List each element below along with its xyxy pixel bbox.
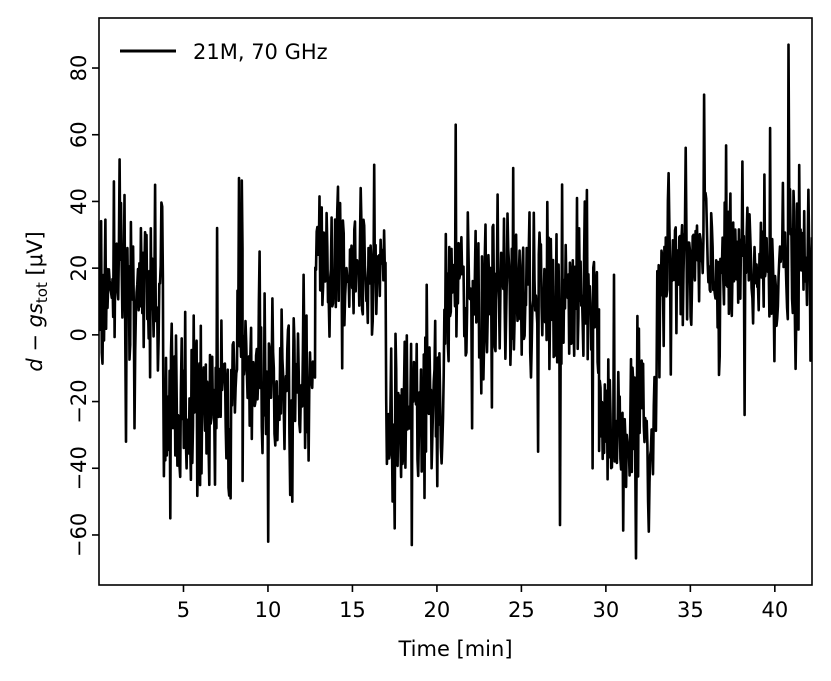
y-tick-label: 40 <box>67 188 91 215</box>
y-tick-label: −40 <box>67 446 91 490</box>
series-line-21m-70ghz <box>99 43 812 560</box>
y-tick-label: −60 <box>67 513 91 557</box>
x-tick-label: 30 <box>593 598 620 622</box>
x-tick-label: 15 <box>339 598 366 622</box>
y-label-d: d <box>23 358 47 372</box>
x-tick-label: 10 <box>255 598 282 622</box>
y-label-subscript: tot <box>33 282 51 303</box>
y-tick-label: 60 <box>67 121 91 148</box>
x-tick-label: 20 <box>424 598 451 622</box>
y-axis-label: d − gstot [μV] <box>23 231 51 371</box>
y-tick-label: 80 <box>67 55 91 82</box>
x-axis-label: Time [min] <box>397 637 512 661</box>
x-tick-label: 35 <box>677 598 704 622</box>
y-tick-label: −20 <box>67 379 91 423</box>
x-tick-label: 40 <box>761 598 788 622</box>
x-tick-label: 5 <box>177 598 190 622</box>
x-tick-label: 25 <box>508 598 535 622</box>
legend: 21M, 70 GHz <box>120 40 328 64</box>
legend-label: 21M, 70 GHz <box>193 40 328 64</box>
y-label-s: s <box>23 303 47 314</box>
y-axis: −60 −40 −20 0 20 40 60 80 <box>67 55 99 557</box>
y-label-minus: − <box>23 327 47 358</box>
series-layer <box>99 43 812 560</box>
plot-area-frame <box>98 17 813 586</box>
y-label-g: g <box>23 314 47 327</box>
y-label-unit: [μV] <box>23 231 47 282</box>
y-tick-label: 20 <box>67 255 91 282</box>
y-tick-label: 0 <box>67 328 91 341</box>
x-axis: 5 10 15 20 25 30 35 40 <box>177 585 788 622</box>
